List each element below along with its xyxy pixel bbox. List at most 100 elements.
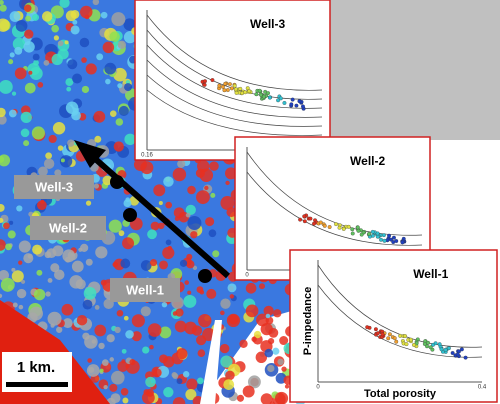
- map-blob: [5, 243, 12, 251]
- sample-point: [375, 331, 380, 336]
- map-blob: [51, 53, 63, 66]
- map-blob: [208, 229, 217, 238]
- map-blob: [76, 314, 88, 326]
- map-blob: [225, 167, 237, 180]
- map-blob: [123, 18, 136, 31]
- sample-point: [227, 82, 232, 87]
- map-blob: [43, 59, 50, 66]
- map-blob: [260, 393, 273, 404]
- sample-point: [443, 347, 448, 352]
- map-blob: [284, 384, 290, 389]
- map-blob: [18, 304, 24, 310]
- map-blob: [100, 11, 108, 19]
- map-blob: [111, 12, 126, 27]
- sample-point: [234, 90, 239, 95]
- sample-point: [404, 342, 409, 347]
- map-blob: [71, 260, 84, 273]
- map-blob: [0, 155, 5, 163]
- map-blob: [199, 168, 214, 182]
- sample-point: [387, 332, 392, 337]
- map-blob: [177, 159, 186, 168]
- map-blob: [53, 269, 65, 280]
- map-blob: [120, 258, 131, 269]
- white-gap: [200, 320, 222, 404]
- sample-point: [337, 225, 342, 230]
- map-blob: [190, 231, 198, 239]
- map-blob: [245, 304, 259, 318]
- map-blob: [24, 82, 36, 94]
- map-blob: [192, 395, 204, 404]
- map-blob: [51, 24, 60, 33]
- map-blob: [159, 326, 172, 339]
- map-blob: [185, 389, 197, 401]
- map-blob: [62, 318, 73, 329]
- map-blob: [220, 298, 231, 309]
- map-blob: [25, 15, 31, 22]
- map-blob: [28, 70, 33, 75]
- map-blob: [142, 346, 150, 354]
- map-blob: [102, 41, 115, 54]
- map-blob: [277, 358, 284, 366]
- map-blob: [8, 109, 17, 118]
- map-blob: [187, 185, 196, 195]
- map-blob: [220, 310, 225, 316]
- sample-point: [257, 88, 262, 93]
- map-blob: [59, 0, 70, 8]
- scale-label: 1 km.: [17, 359, 55, 376]
- map-blob: [131, 331, 142, 342]
- map-blob: [24, 29, 34, 39]
- map-blob: [196, 377, 204, 385]
- trend-curve: [317, 264, 483, 348]
- well-dot: [123, 208, 137, 222]
- label-box: [110, 278, 180, 302]
- map-blob: [206, 288, 217, 299]
- map-blob: [54, 169, 62, 177]
- map-blob: [219, 343, 230, 354]
- map-blob: [109, 357, 115, 362]
- map-blob: [253, 330, 262, 339]
- map-blob: [45, 291, 51, 297]
- map-blob: [14, 46, 23, 55]
- map-blob: [0, 4, 7, 12]
- map-blob: [82, 299, 93, 310]
- sample-point: [254, 92, 259, 97]
- map-blob: [141, 391, 155, 404]
- sample-point: [223, 81, 228, 86]
- map-blob: [0, 80, 13, 94]
- map-blob: [273, 309, 282, 318]
- insets: Well-30.160.4Well-200.4Well-100.4P-imped…: [134, 0, 498, 403]
- trend-curve: [246, 171, 423, 246]
- map-blob: [163, 387, 174, 398]
- map-blob: [93, 110, 106, 123]
- map-blob: [0, 293, 3, 299]
- map-blob: [117, 83, 123, 89]
- sample-point: [400, 240, 405, 245]
- sample-point: [302, 219, 307, 224]
- sample-point: [439, 347, 444, 352]
- map-blob: [23, 253, 34, 264]
- map-blob: [105, 78, 111, 85]
- map-blob: [94, 305, 100, 310]
- map-blob: [85, 258, 93, 266]
- sample-point: [446, 346, 451, 351]
- map-blob: [118, 105, 129, 116]
- sample-point: [247, 89, 252, 94]
- sample-point: [308, 216, 313, 221]
- map-blob: [236, 394, 245, 402]
- map-blob: [125, 330, 134, 339]
- map-blob: [32, 53, 40, 61]
- map-blob: [111, 370, 125, 385]
- map-blob: [3, 222, 10, 230]
- map-blob: [247, 375, 261, 389]
- map-blob: [197, 349, 206, 358]
- sample-point: [290, 97, 295, 102]
- map-blob: [11, 267, 16, 272]
- trend-curve: [146, 59, 323, 118]
- sample-point: [217, 83, 222, 88]
- map-blob: [179, 259, 188, 267]
- sample-point: [367, 231, 372, 236]
- map-blob: [251, 336, 257, 342]
- arrow-head: [74, 140, 106, 168]
- sample-point: [278, 96, 283, 101]
- sample-point: [350, 227, 355, 232]
